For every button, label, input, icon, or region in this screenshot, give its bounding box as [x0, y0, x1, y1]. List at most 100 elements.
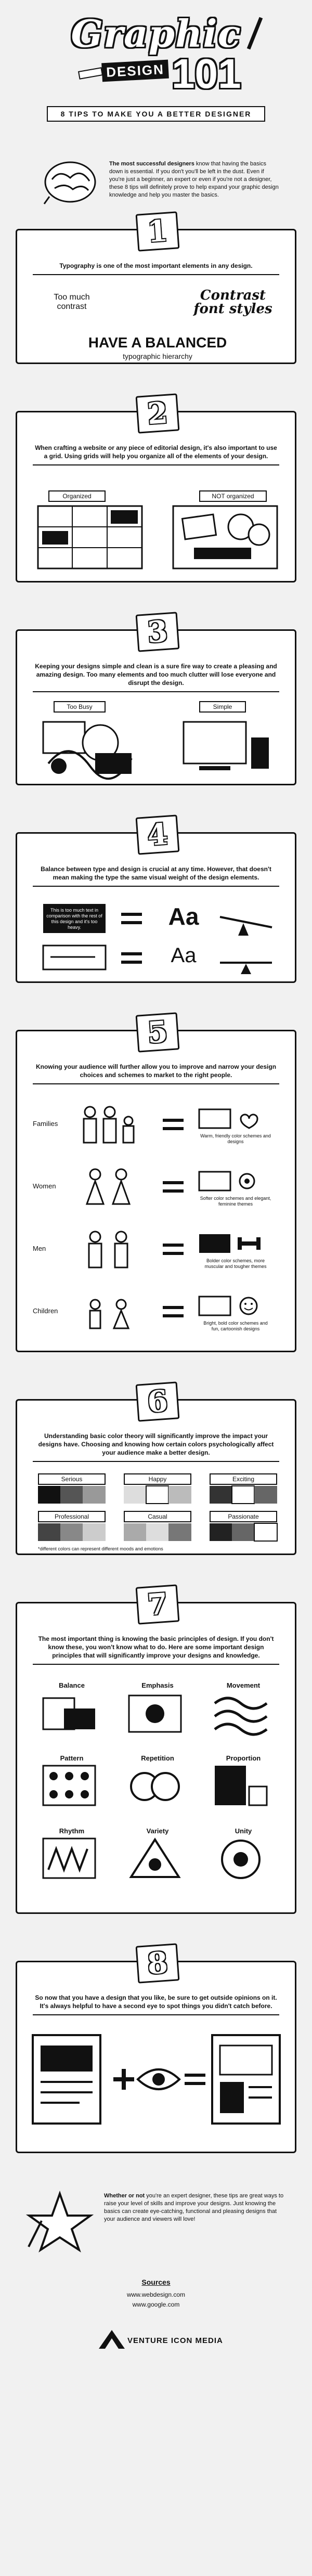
section-7: 7 The most important thing is knowing th…	[16, 1584, 296, 1914]
equals-sign	[185, 2074, 205, 2085]
too-much-contrast-label: Too much contrast	[54, 293, 90, 311]
mood-label-passionate: Passionate	[210, 1511, 277, 1522]
draft-layout-graphic	[32, 2034, 101, 2125]
ruler-icon	[77, 67, 103, 80]
equals-sign	[163, 1181, 184, 1193]
mood-label-casual: Casual	[124, 1511, 191, 1522]
balance-icon	[42, 1697, 95, 1730]
brand-name: VENTURE ICON MEDIA	[127, 2336, 223, 2345]
section-5-number: 5	[135, 1012, 180, 1053]
section-4-lead: Balance between type and design is cruci…	[33, 865, 279, 887]
footer-bold: Whether or not	[104, 2193, 145, 2199]
mood-swatch-professional	[38, 1523, 106, 1541]
light-text-graphic	[42, 944, 107, 970]
equals-sign	[163, 1306, 184, 1317]
principle-pattern-label: Pattern	[60, 1754, 84, 1762]
rhythm-icon	[42, 1837, 96, 1879]
equals-sign	[163, 1244, 184, 1255]
section-2-lead: When crafting a website or any piece of …	[33, 444, 279, 465]
mood-swatch-serious	[38, 1486, 106, 1504]
intro-text: The most successful designers know that …	[109, 160, 281, 199]
not-organized-label: NOT organized	[199, 490, 267, 502]
header: Graphic DESIGN 101 8 TIPS TO MAKE YOU A …	[0, 0, 312, 156]
section-8: 8 So now that you have a design that you…	[16, 1943, 296, 2153]
footer-body: you're an expert designer, these tips ar…	[104, 2193, 284, 2222]
principle-balance-label: Balance	[59, 1681, 85, 1689]
header-banner: DESIGN	[101, 59, 169, 82]
family-icon	[83, 1106, 135, 1144]
organized-label: Organized	[48, 490, 106, 502]
intro: The most successful designers know that …	[42, 156, 286, 208]
section-3-number: 3	[135, 612, 180, 652]
final-layout-graphic	[211, 2034, 281, 2125]
audience-label-children: Children	[33, 1307, 58, 1315]
unorganized-layout-graphic	[172, 505, 278, 569]
section-7-number: 7	[135, 1584, 180, 1625]
section-4: 4 Balance between type and design is cru…	[16, 814, 296, 983]
section-2: 2 When crafting a website or any piece o…	[16, 393, 296, 582]
principle-repetition-label: Repetition	[141, 1754, 174, 1762]
section-4-number: 4	[135, 814, 180, 855]
audience-label-men: Men	[33, 1245, 46, 1252]
principle-proportion-label: Proportion	[226, 1754, 261, 1762]
intro-bold: The most successful designers	[109, 161, 194, 167]
emphasis-icon	[128, 1694, 182, 1733]
audience-label-families: Families	[33, 1120, 58, 1128]
section-6-lead: Understanding basic color theory will si…	[33, 1432, 279, 1462]
mood-swatch-passionate	[210, 1523, 278, 1542]
men-icon	[88, 1231, 128, 1268]
header-tagline: 8 TIPS TO MAKE YOU A BETTER DESIGNER	[47, 106, 265, 122]
sources-label: Sources	[141, 2278, 171, 2286]
pencil-icon	[246, 17, 263, 50]
section-1-lead: Typography is one of the most important …	[33, 262, 279, 275]
color-footnote: *different colors can represent differen…	[38, 1546, 163, 1551]
plus-icon	[113, 2069, 134, 2090]
simple-label: Simple	[199, 701, 246, 713]
busy-design-graphic	[42, 721, 133, 780]
equals-sign	[163, 1119, 184, 1130]
too-busy-label: Too Busy	[54, 701, 106, 713]
section-7-lead: The most important thing is knowing the …	[33, 1635, 279, 1665]
mood-label-exciting: Exciting	[210, 1473, 277, 1485]
stars-icon	[25, 2191, 94, 2253]
principle-emphasis-label: Emphasis	[141, 1681, 174, 1689]
repetition-icon	[130, 1772, 180, 1801]
section-3-lead: Keeping your designs simple and clean is…	[33, 662, 279, 692]
audience-note-families: Warm, friendly color schemes and designs	[200, 1133, 271, 1144]
audience-note-women: Softer color schemes and elegant, femini…	[200, 1196, 271, 1207]
section-1: 1 Typography is one of the most importan…	[16, 211, 296, 364]
footer-text: Whether or not you're an expert designer…	[104, 2192, 286, 2223]
principle-unity-label: Unity	[235, 1827, 252, 1835]
audience-label-women: Women	[33, 1182, 56, 1190]
section-6: 6 Understanding basic color theory will …	[16, 1381, 296, 1555]
men-style-swatch	[199, 1234, 261, 1253]
section-1-number: 1	[135, 211, 180, 252]
contrast-font-styles-label: Contrast font styles	[193, 288, 272, 317]
seesaw-heavy-icon	[219, 916, 272, 936]
families-style-swatch	[198, 1108, 258, 1129]
movement-icon	[214, 1697, 268, 1736]
source-link-2[interactable]: www.google.com	[132, 2301, 180, 2308]
mood-swatch-exciting	[210, 1485, 277, 1504]
proportion-icon	[215, 1766, 268, 1806]
unity-icon	[221, 1840, 261, 1879]
header-title: Graphic	[71, 11, 241, 56]
mood-label-professional: Professional	[38, 1511, 106, 1522]
mood-swatch-happy	[124, 1485, 191, 1504]
principle-movement-label: Movement	[226, 1681, 261, 1689]
audience-note-children: Bright, bold color schemes and fun, cart…	[203, 1321, 268, 1331]
organized-grid-graphic	[37, 505, 143, 569]
equals-sign	[121, 913, 142, 924]
hierarchy-subheading: typographic hierarchy	[123, 352, 192, 360]
section-2-number: 2	[135, 393, 180, 434]
section-8-lead: So now that you have a design that you l…	[33, 1994, 279, 2015]
source-link-1[interactable]: www.webdesign.com	[126, 2291, 186, 2298]
mood-label-happy: Happy	[124, 1473, 191, 1485]
pattern-icon	[42, 1765, 96, 1806]
brand-logo-icon	[99, 2330, 125, 2349]
intro-body: know that having the basics down is esse…	[109, 161, 279, 198]
mood-label-serious: Serious	[38, 1473, 106, 1485]
brain-icon	[43, 161, 96, 204]
section-5: 5 Knowing your audience will further all…	[16, 1012, 296, 1352]
